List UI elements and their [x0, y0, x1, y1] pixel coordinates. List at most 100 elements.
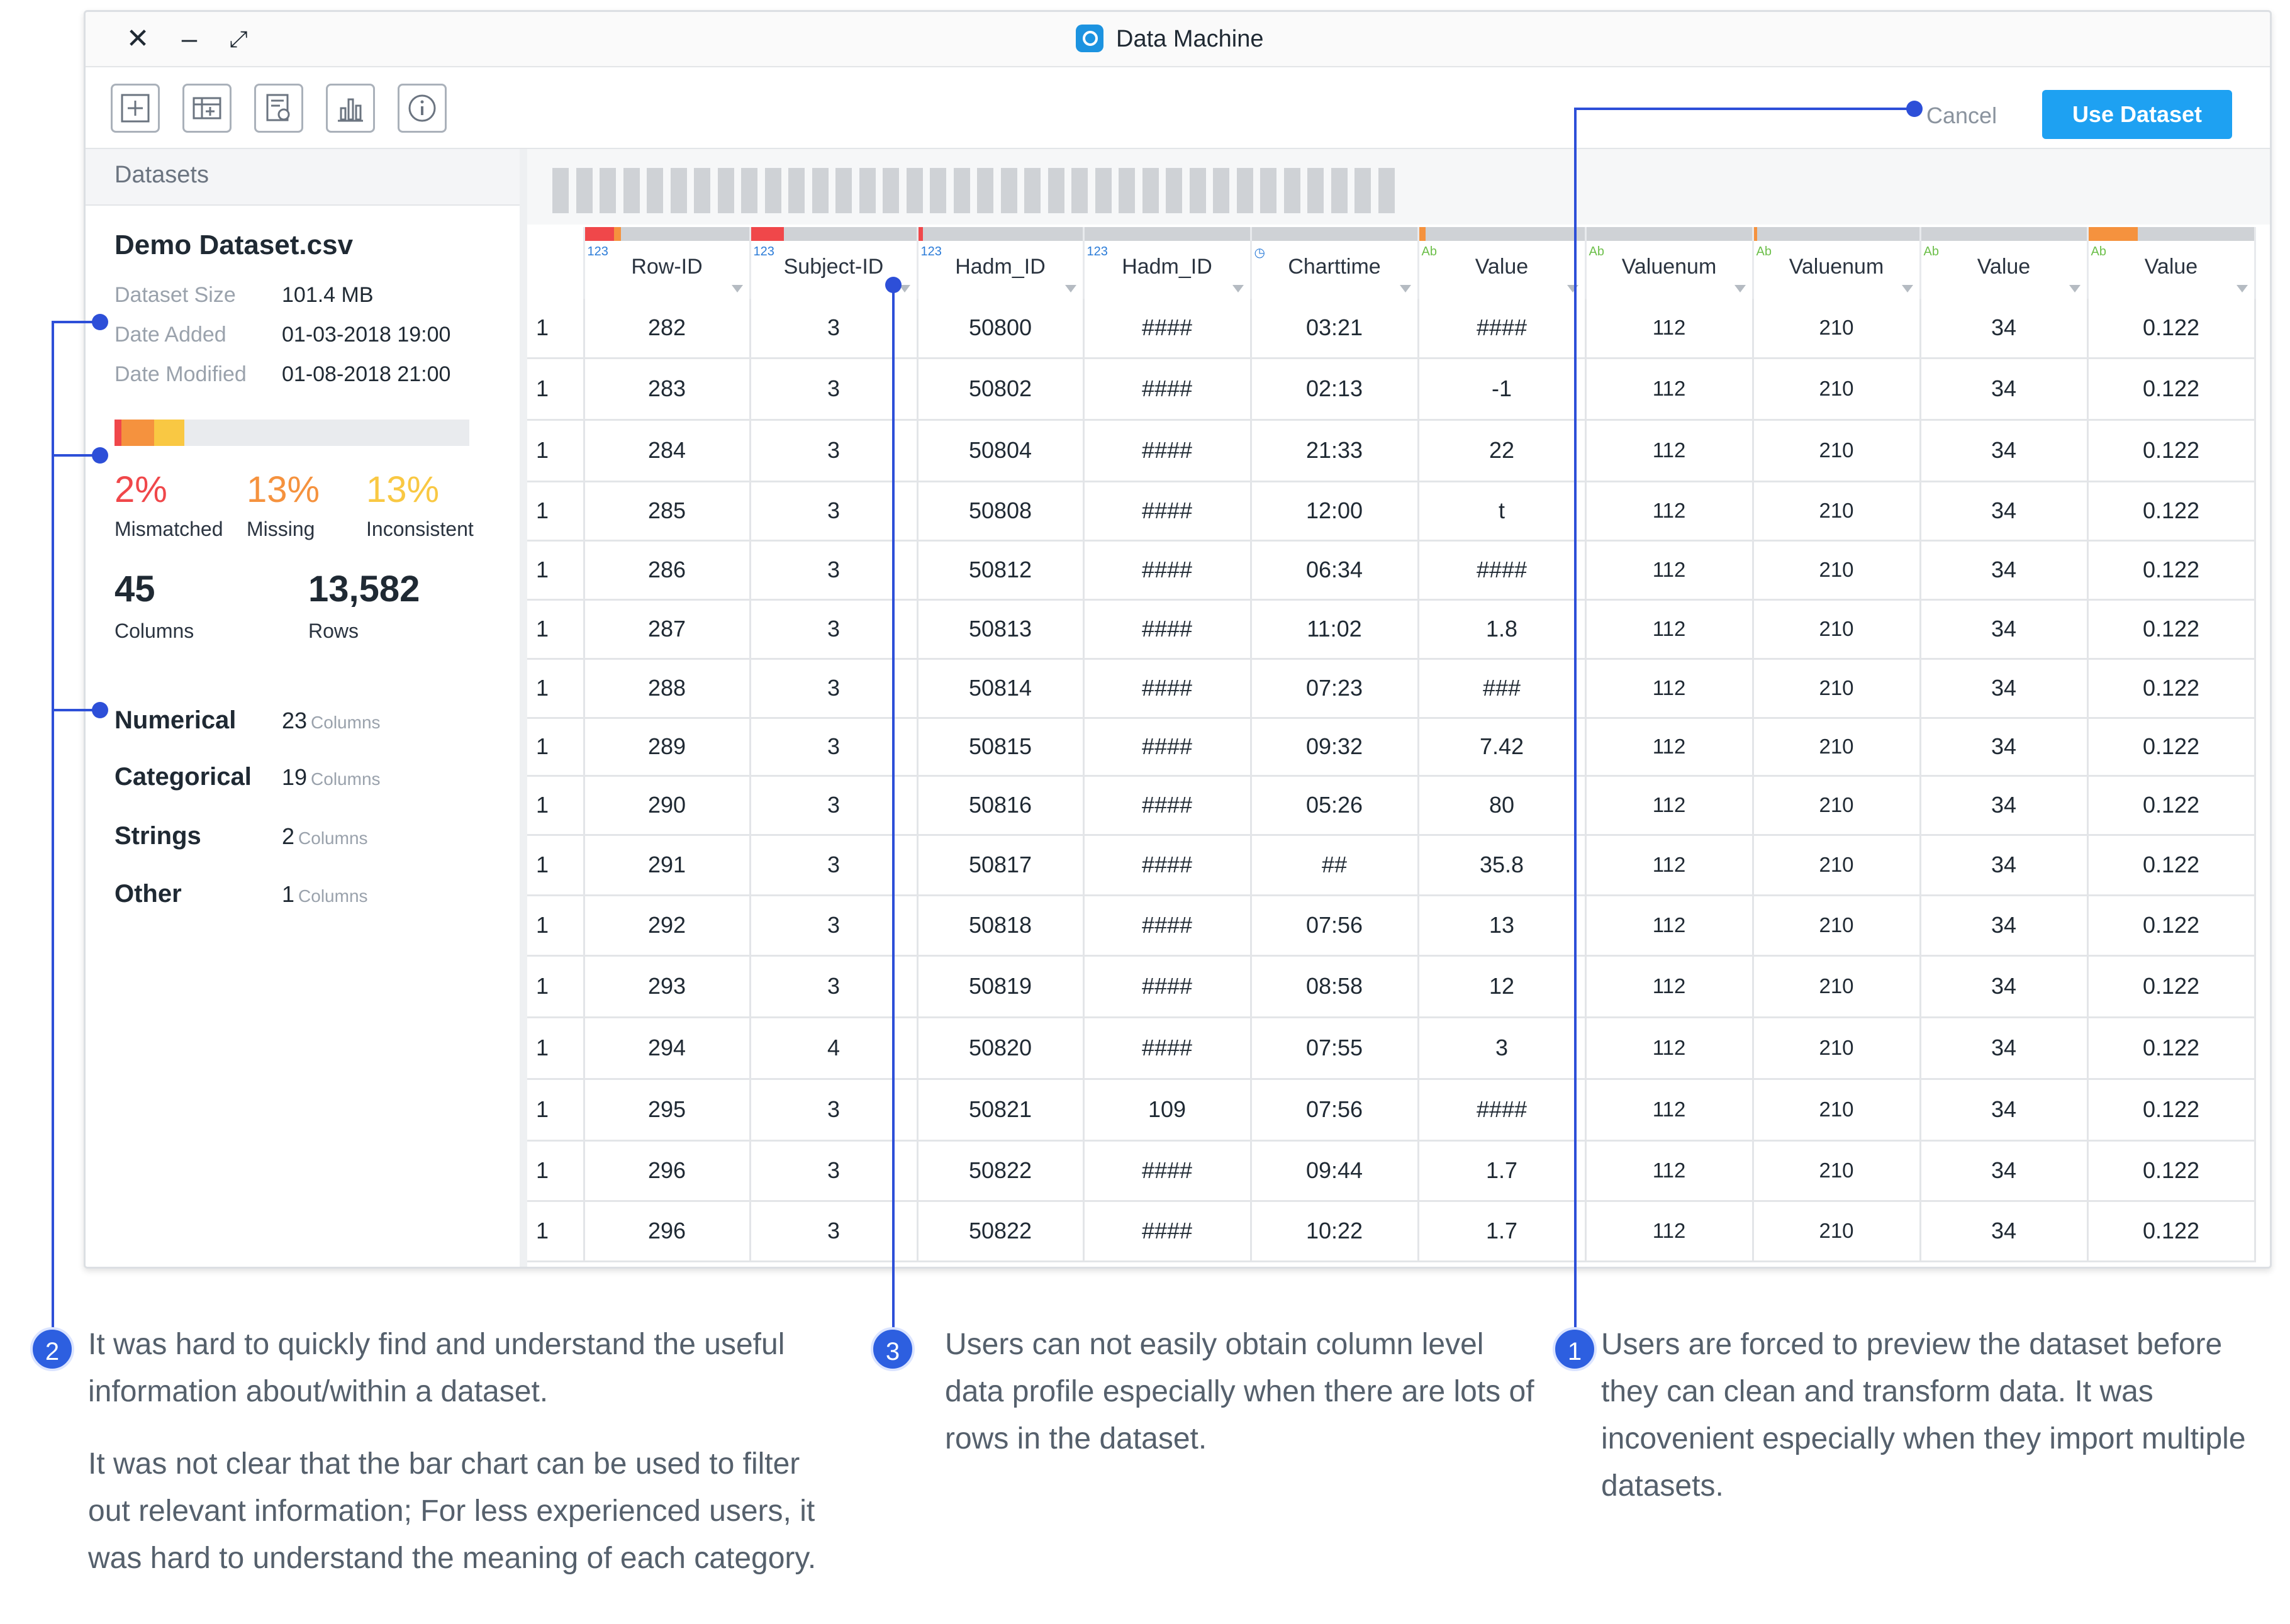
table-cell[interactable]: ####: [1418, 299, 1587, 359]
histogram-bar[interactable]: [717, 168, 734, 213]
row-number[interactable]: 1: [527, 835, 585, 896]
column-header[interactable]: Ab Valuenum: [1753, 227, 1921, 299]
add-icon[interactable]: [111, 84, 160, 133]
table-cell[interactable]: 34: [1920, 540, 2089, 601]
table-cell[interactable]: 50817: [917, 835, 1085, 896]
chevron-down-icon[interactable]: [1734, 285, 1746, 292]
table-cell[interactable]: 210: [1753, 1201, 1921, 1262]
table-cell[interactable]: 05:26: [1251, 776, 1419, 836]
table-cell[interactable]: 112: [1585, 481, 1754, 542]
table-cell[interactable]: 12:00: [1251, 481, 1419, 542]
table-cell[interactable]: 07:23: [1251, 659, 1419, 719]
table-cell[interactable]: 0.122: [2087, 1017, 2256, 1080]
row-number[interactable]: 1: [527, 776, 585, 836]
table-cell[interactable]: 210: [1753, 1140, 1921, 1202]
column-quality-bar[interactable]: [1251, 227, 1417, 241]
table-cell[interactable]: 210: [1753, 358, 1921, 421]
table-cell[interactable]: 3: [750, 835, 919, 896]
histogram-bar[interactable]: [1095, 168, 1112, 213]
table-cell[interactable]: 50816: [917, 776, 1085, 836]
histogram-bar[interactable]: [1119, 168, 1135, 213]
row-number[interactable]: 1: [527, 540, 585, 601]
table-cell[interactable]: ####: [1083, 358, 1252, 421]
table-cell[interactable]: 3: [750, 1140, 919, 1202]
table-cell[interactable]: 0.122: [2087, 599, 2256, 660]
table-cell[interactable]: 295: [584, 1079, 751, 1142]
table-cell[interactable]: 288: [584, 659, 751, 719]
histogram-bar[interactable]: [883, 168, 899, 213]
column-quality-bar[interactable]: [751, 227, 917, 241]
table-cell[interactable]: 0.122: [2087, 481, 2256, 542]
table-cell[interactable]: 287: [584, 599, 751, 660]
quality-bar[interactable]: [114, 420, 469, 446]
table-cell[interactable]: 50820: [917, 1017, 1085, 1080]
table-cell[interactable]: 09:44: [1251, 1140, 1419, 1202]
histogram-bar[interactable]: [1024, 168, 1041, 213]
table-cell[interactable]: ####: [1083, 420, 1252, 482]
close-icon[interactable]: ✕: [126, 23, 150, 54]
table-cell[interactable]: 112: [1585, 1079, 1754, 1142]
table-cell[interactable]: ####: [1083, 895, 1252, 957]
table-cell[interactable]: 210: [1753, 1079, 1921, 1142]
table-row[interactable]: 1 284 3 50804 #### 21:33 22 112 210 34 0.122: [527, 420, 2256, 482]
table-cell[interactable]: 3: [750, 420, 919, 482]
table-row[interactable]: 1 288 3 50814 #### 07:23 ### 112 210 34 0.122: [527, 659, 2256, 719]
row-number[interactable]: 1: [527, 299, 585, 359]
column-quality-bar[interactable]: [2088, 227, 2254, 241]
table-cell[interactable]: 50804: [917, 420, 1085, 482]
chevron-down-icon[interactable]: [1064, 285, 1076, 292]
table-cell[interactable]: 3: [750, 599, 919, 660]
histogram-bar[interactable]: [600, 168, 616, 213]
histogram-bar[interactable]: [953, 168, 970, 213]
table-cell[interactable]: 34: [1920, 659, 2089, 719]
column-quality-bar[interactable]: [1586, 227, 1752, 241]
histogram-bar[interactable]: [1189, 168, 1206, 213]
column-header[interactable]: Ab Value: [2087, 227, 2256, 299]
histogram-bar[interactable]: [764, 168, 781, 213]
histogram-bar[interactable]: [1260, 168, 1276, 213]
table-cell[interactable]: 210: [1753, 659, 1921, 719]
table-cell[interactable]: 50814: [917, 659, 1085, 719]
histogram-bar[interactable]: [1071, 168, 1088, 213]
expand-icon[interactable]: ⤢: [229, 26, 248, 52]
table-add-icon[interactable]: [182, 84, 232, 133]
chevron-down-icon[interactable]: [1232, 285, 1244, 292]
table-cell[interactable]: ##: [1251, 835, 1419, 896]
table-cell[interactable]: 112: [1585, 955, 1754, 1018]
histogram-bar[interactable]: [1000, 168, 1017, 213]
table-cell[interactable]: 0.122: [2087, 299, 2256, 359]
table-cell[interactable]: 210: [1753, 481, 1921, 542]
table-row[interactable]: 1 291 3 50817 #### ## 35.8 112 210 34 0.122: [527, 835, 2256, 896]
info-icon[interactable]: [398, 84, 447, 133]
table-cell[interactable]: 112: [1585, 776, 1754, 836]
table-cell[interactable]: 07:56: [1251, 895, 1419, 957]
column-quality-bar[interactable]: [584, 227, 749, 241]
table-cell[interactable]: ####: [1083, 718, 1252, 777]
histogram-bar[interactable]: [647, 168, 663, 213]
table-cell[interactable]: 34: [1920, 835, 2089, 896]
table-cell[interactable]: 35.8: [1418, 835, 1587, 896]
table-cell[interactable]: ####: [1083, 955, 1252, 1018]
table-cell[interactable]: 3: [750, 659, 919, 719]
table-row[interactable]: 1 296 3 50822 #### 09:44 1.7 112 210 34 0.122: [527, 1140, 2256, 1202]
type-strings[interactable]: Strings: [114, 822, 201, 850]
table-row[interactable]: 1 287 3 50813 #### 11:02 1.8 112 210 34 0.122: [527, 599, 2256, 660]
table-cell[interactable]: 112: [1585, 659, 1754, 719]
histogram-bar[interactable]: [694, 168, 710, 213]
table-cell[interactable]: 50818: [917, 895, 1085, 957]
row-number[interactable]: 1: [527, 1140, 585, 1202]
table-row[interactable]: 1 290 3 50816 #### 05:26 80 112 210 34 0.122: [527, 776, 2256, 836]
table-cell[interactable]: ####: [1083, 481, 1252, 542]
table-cell[interactable]: 210: [1753, 420, 1921, 482]
table-cell[interactable]: 210: [1753, 1017, 1921, 1080]
histogram-bar[interactable]: [812, 168, 829, 213]
table-cell[interactable]: 3: [750, 299, 919, 359]
type-categorical[interactable]: Categorical: [114, 763, 252, 791]
table-cell[interactable]: 34: [1920, 299, 2089, 359]
column-quality-bar[interactable]: [1419, 227, 1585, 241]
column-header[interactable]: 123 Hadm_ID: [1083, 227, 1252, 299]
table-cell[interactable]: ####: [1083, 1201, 1252, 1262]
table-cell[interactable]: 34: [1920, 599, 2089, 660]
table-cell[interactable]: 0.122: [2087, 1140, 2256, 1202]
table-cell[interactable]: ####: [1083, 776, 1252, 836]
